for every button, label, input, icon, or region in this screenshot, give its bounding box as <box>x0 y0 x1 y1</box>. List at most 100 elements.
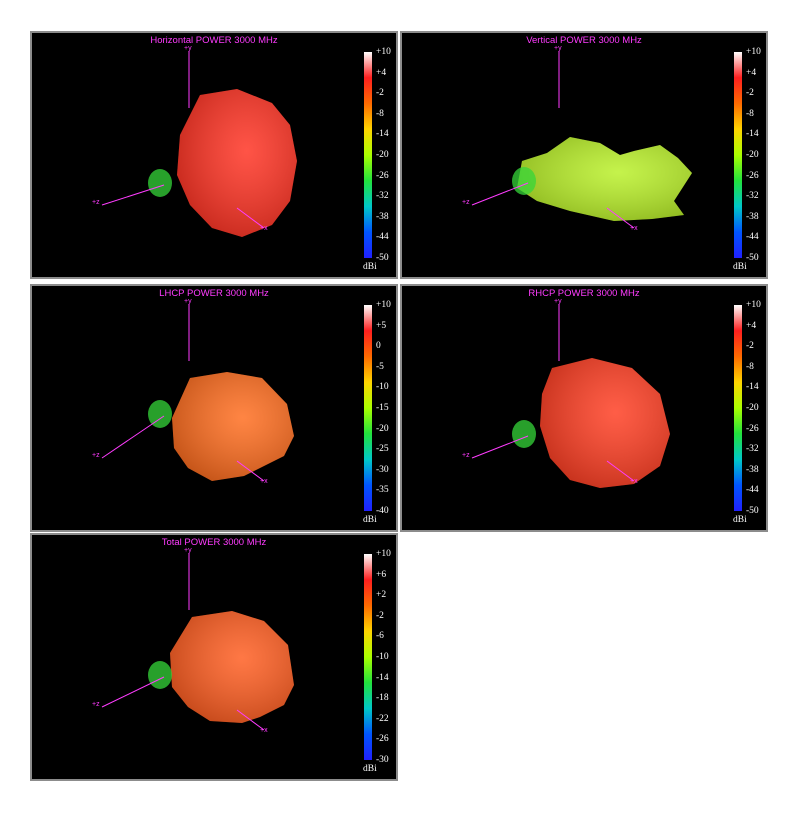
x-axis-line <box>236 460 265 482</box>
colorbar-tick-label: +4 <box>746 67 757 78</box>
z-axis-line <box>471 182 529 206</box>
low-gain-region <box>512 420 536 448</box>
pattern-panel: Vertical POWER 3000 MHz +y +z +x +10 +4 -2 -8 -1… <box>400 31 768 279</box>
z-axis-label: +z <box>462 452 470 459</box>
panel-title: RHCP POWER 3000 MHz <box>528 288 640 299</box>
z-axis-label: +z <box>92 701 100 708</box>
low-gain-region <box>148 661 172 689</box>
pattern-lobe-shading <box>172 372 294 481</box>
y-axis-label: +y <box>554 45 562 52</box>
colorbar-tick-label: -44 <box>376 232 389 243</box>
colorbar-tick-label: +4 <box>376 67 387 78</box>
colorbar-tick-label: -40 <box>376 506 389 516</box>
colorbar-tick-label: -6 <box>376 631 384 642</box>
colorbar-tick-label: -2 <box>746 88 754 99</box>
colorbar-tick-label: -18 <box>376 693 389 704</box>
colorbar-tick-label: +2 <box>376 590 387 601</box>
colorbar-tick-label: -22 <box>376 713 389 724</box>
colorbar-tick-label: -8 <box>746 108 754 119</box>
colorbar-tick-label: -35 <box>376 485 389 496</box>
pattern-surface-plot <box>101 304 294 482</box>
colorbar-tick-label: -50 <box>376 253 389 263</box>
pattern-surface-plot <box>471 51 692 229</box>
colorbar-tick-label: -25 <box>376 444 389 455</box>
colorbar-tick-label: -50 <box>746 253 759 263</box>
colorbar-tick-label: -14 <box>376 672 389 683</box>
colorbar-tick-label: -2 <box>376 610 384 621</box>
colorbar-unit: dBi <box>733 262 747 272</box>
colorbar-unit: dBi <box>363 515 377 525</box>
pattern-surface-plot <box>101 553 294 731</box>
colorbar-tick-label: -10 <box>376 652 389 662</box>
colorbar-tick-label: +10 <box>376 549 391 559</box>
colorbar-tick-label: -20 <box>746 403 759 413</box>
z-axis-line <box>101 184 165 206</box>
x-axis-line <box>606 207 635 229</box>
z-axis-label: +z <box>462 199 470 206</box>
colorbar-tick-label: -20 <box>376 150 389 160</box>
colorbar-tick-label: -15 <box>376 403 389 413</box>
colorbar-tick-label: -20 <box>746 150 759 160</box>
x-axis-label: +x <box>260 225 268 232</box>
x-axis-line <box>236 207 265 229</box>
colorbar-tick-label: -14 <box>376 129 389 140</box>
z-axis-line <box>101 676 165 708</box>
panel-title: Vertical POWER 3000 MHz <box>526 35 642 46</box>
colorbar-tick-label: +6 <box>376 569 387 580</box>
pattern-lobe-shading <box>517 137 692 221</box>
y-axis-label: +y <box>184 298 192 305</box>
panel-title: LHCP POWER 3000 MHz <box>159 288 269 299</box>
colorbar-tick-label: -10 <box>376 382 389 393</box>
panel-title: Total POWER 3000 MHz <box>161 537 267 548</box>
y-axis-label: +y <box>554 298 562 305</box>
low-gain-region <box>148 400 172 428</box>
colorbar-tick-label: -38 <box>746 464 759 475</box>
colorbar-tick-label: 0 <box>376 341 381 352</box>
colorbar-tick-label: -14 <box>746 129 759 140</box>
colorbar-unit: dBi <box>363 764 377 774</box>
colorbar-tick-label: -26 <box>746 170 759 181</box>
colorbar-tick-label: -30 <box>376 755 389 765</box>
colorbar-tick-label: -2 <box>376 88 384 99</box>
x-axis-label: +x <box>630 478 638 485</box>
x-axis-label: +x <box>260 727 268 734</box>
colorbar <box>734 305 742 511</box>
colorbar-tick-label: -32 <box>746 191 759 202</box>
colorbar-tick-label: -30 <box>376 464 389 475</box>
y-axis-label: +y <box>184 547 192 554</box>
colorbar-tick-label: +10 <box>376 47 391 57</box>
z-axis-label: +z <box>92 452 100 459</box>
x-axis-label: +x <box>630 225 638 232</box>
colorbar-tick-label: -26 <box>376 170 389 181</box>
colorbar <box>734 52 742 258</box>
colorbar-tick-label: -32 <box>746 444 759 455</box>
pattern-panel: Total POWER 3000 MHz +y +z +x +10 +6 +2 -2 -6 -10… <box>30 533 398 781</box>
x-axis-label: +x <box>260 478 268 485</box>
colorbar-tick-label: +10 <box>746 300 761 310</box>
pattern-panel: Horizontal POWER 3000 MHz +y +z +x +10 +4 -2 -8… <box>30 31 398 279</box>
colorbar-tick-label: -32 <box>376 191 389 202</box>
colorbar-tick-label: +4 <box>746 320 757 331</box>
colorbar-tick-label: -26 <box>746 423 759 434</box>
colorbar <box>364 554 372 760</box>
z-axis-label: +z <box>92 199 100 206</box>
colorbar-unit: dBi <box>733 515 747 525</box>
colorbar-tick-label: -5 <box>376 361 384 372</box>
colorbar-tick-label: +10 <box>746 47 761 57</box>
colorbar-tick-label: -38 <box>746 211 759 222</box>
colorbar-tick-label: -50 <box>746 506 759 516</box>
colorbar-tick-label: -14 <box>746 382 759 393</box>
x-axis-line <box>606 460 635 482</box>
pattern-lobe-shading <box>540 358 670 488</box>
colorbar <box>364 305 372 511</box>
pattern-panel: RHCP POWER 3000 MHz +y +z +x +10 +4 -2 -8 -14 -20… <box>400 284 768 532</box>
pattern-surface-plot <box>471 304 670 488</box>
z-axis-line <box>101 415 165 459</box>
z-axis-line <box>471 435 529 459</box>
pattern-lobe-shading <box>170 611 294 723</box>
colorbar-tick-label: -8 <box>746 361 754 372</box>
low-gain-region <box>148 169 172 197</box>
colorbar-tick-label: -38 <box>376 211 389 222</box>
colorbar-tick-label: -8 <box>376 108 384 119</box>
colorbar-tick-label: +10 <box>376 300 391 310</box>
